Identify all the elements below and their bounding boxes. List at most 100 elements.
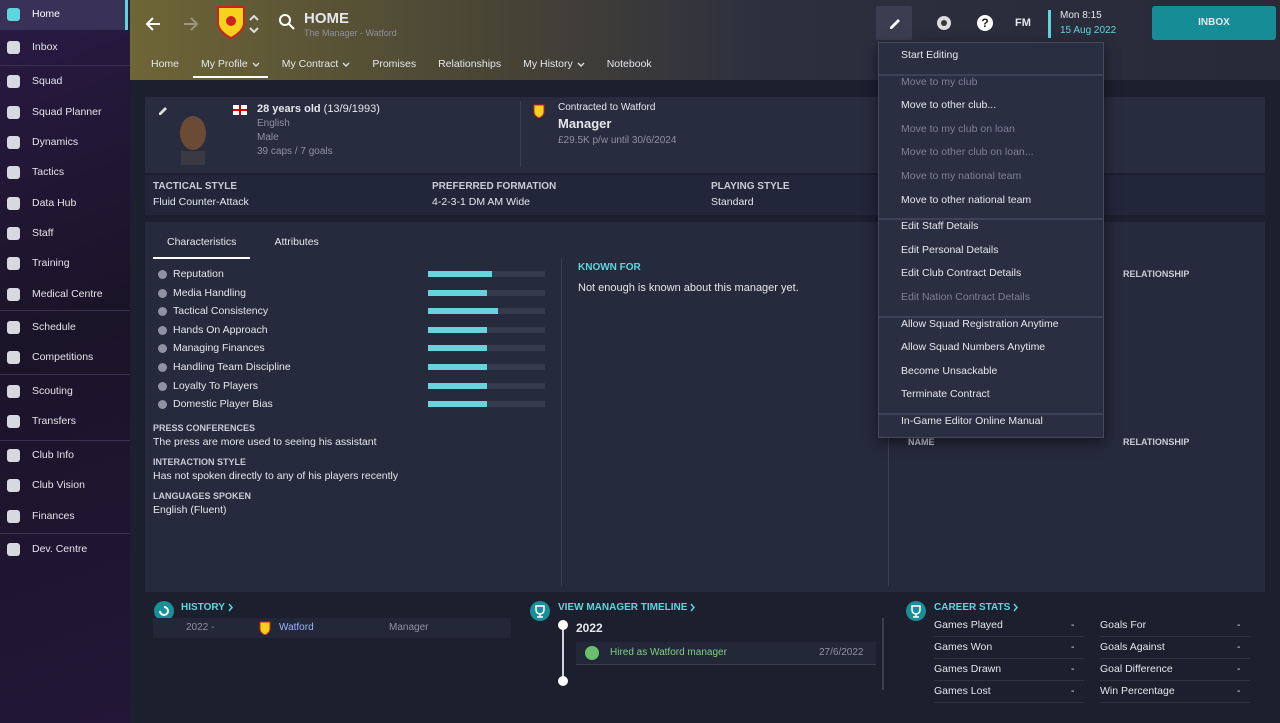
info-value: Has not spoken directly to any of his pl… <box>153 470 399 482</box>
menu-item[interactable]: Allow Squad Numbers Anytime <box>901 341 1046 354</box>
menu-item: Move to my club <box>901 75 978 88</box>
chevron <box>228 603 233 612</box>
nav-item[interactable]: Club Vision <box>32 479 85 491</box>
menu-item[interactable]: Edit Club Contract Details <box>901 267 1022 280</box>
column-header: NAME <box>908 437 935 447</box>
section-tab[interactable]: Characteristics <box>167 236 237 248</box>
nav-icon <box>7 288 20 301</box>
nav-item[interactable]: Dynamics <box>32 136 79 148</box>
stat-label: Games Lost <box>934 685 991 697</box>
nav-icon <box>7 385 20 398</box>
edit-icon[interactable] <box>157 103 169 115</box>
nav-item[interactable]: Competitions <box>32 351 94 363</box>
help-icon[interactable]: ? <box>976 14 994 32</box>
stat-label: Goal Difference <box>1100 663 1173 675</box>
club-switcher[interactable] <box>248 12 260 36</box>
history-title[interactable]: HISTORY <box>181 602 225 613</box>
history-club[interactable]: Watford <box>279 622 314 633</box>
nav-icon <box>7 510 20 523</box>
nav-item[interactable]: Medical Centre <box>32 288 103 300</box>
event-text: Hired as Watford manager <box>610 647 727 658</box>
stat-label: Goals Against <box>1100 641 1165 653</box>
info-label: PRESS CONFERENCES <box>153 423 256 433</box>
inbox-button[interactable]: INBOX <box>1152 6 1276 40</box>
nav-item[interactable]: Tactics <box>32 166 65 178</box>
staff-icon[interactable] <box>935 14 953 32</box>
tab-underline <box>193 76 268 78</box>
scrollbar <box>882 618 884 690</box>
nav-tab[interactable]: My History <box>523 58 573 70</box>
timeline-title[interactable]: VIEW MANAGER TIMELINE <box>558 602 688 613</box>
bar <box>428 345 487 352</box>
nav-item[interactable]: Home <box>32 8 61 20</box>
back-button[interactable] <box>144 14 164 34</box>
nav-item[interactable]: Staff <box>32 227 54 239</box>
menu-item[interactable]: Allow Squad Registration Anytime <box>901 317 1059 330</box>
nationality: English <box>257 118 290 129</box>
stats-title[interactable]: CAREER STATS <box>934 602 1011 613</box>
selected-highlight <box>0 0 125 30</box>
nav-icon <box>7 8 20 21</box>
menu-item[interactable]: Become Unsackable <box>901 364 998 377</box>
menu-item[interactable]: Move to other club... <box>901 99 997 112</box>
stat-divider <box>1100 680 1250 681</box>
menu-item[interactable]: Terminate Contract <box>901 388 990 401</box>
nav-item[interactable]: Scouting <box>32 385 73 397</box>
info-label: INTERACTION STYLE <box>153 457 247 467</box>
nav-item[interactable]: Schedule <box>32 321 76 333</box>
nav-item[interactable]: Data Hub <box>32 197 77 209</box>
nav-icon <box>7 227 20 240</box>
menu-item[interactable]: Start Editing <box>901 49 959 61</box>
nav-item[interactable]: Dev. Centre <box>32 543 88 555</box>
menu-item: Move to my club on loan <box>901 122 1015 135</box>
nav-tab[interactable]: Promises <box>372 58 417 70</box>
characteristic-label: Handling Team Discipline <box>173 361 291 373</box>
game-date[interactable]: 15 Aug 2022 <box>1060 25 1117 36</box>
nav-item[interactable]: Squad Planner <box>32 106 102 118</box>
column-header: RELATIONSHIP <box>1123 269 1190 279</box>
stats-icon <box>906 601 926 621</box>
nav-item[interactable]: Transfers <box>32 415 76 427</box>
section-tab[interactable]: Attributes <box>274 236 319 248</box>
bar-track <box>428 364 545 370</box>
edit-button[interactable] <box>876 6 912 40</box>
info-icon <box>158 325 167 335</box>
nav-tab[interactable]: Notebook <box>606 58 652 70</box>
column-header: RELATIONSHIP <box>1123 437 1190 447</box>
inbox-label[interactable]: INBOX <box>1198 17 1230 28</box>
nav-icon <box>7 136 20 149</box>
nav-item[interactable]: Inbox <box>32 41 58 53</box>
menu-item[interactable]: Edit Personal Details <box>901 243 999 256</box>
nav-tab[interactable]: My Contract <box>281 58 339 70</box>
nav-tab[interactable]: Relationships <box>438 58 502 70</box>
nav-item[interactable]: Finances <box>32 510 75 522</box>
stat-divider <box>1100 658 1250 659</box>
nav-tab[interactable]: My Profile <box>201 58 248 70</box>
fm-logo[interactable]: FM <box>1015 17 1031 29</box>
stat-value: - <box>1071 663 1075 675</box>
style-value: 4-2-3-1 DM AM Wide <box>432 196 531 208</box>
info-icon <box>158 288 167 298</box>
tab-underline <box>153 257 251 259</box>
nav-item[interactable]: Squad <box>32 75 63 87</box>
search-icon[interactable] <box>278 13 296 31</box>
characteristic-label: Loyalty To Players <box>173 379 259 392</box>
menu-item[interactable]: In-Game Editor Online Manual <box>901 415 1043 427</box>
nav-item[interactable]: Training <box>32 257 70 269</box>
bar <box>428 401 487 408</box>
forward-button[interactable] <box>180 14 200 34</box>
chevron <box>342 62 350 67</box>
separator <box>0 374 130 375</box>
menu-item: Edit Nation Contract Details <box>901 291 1030 303</box>
timeline-event: Hired as Watford manager 27/6/2022 <box>576 642 876 665</box>
nav-tab[interactable]: Home <box>151 58 180 70</box>
characteristic-label: Tactical Consistency <box>173 305 269 318</box>
history-icon <box>154 601 174 621</box>
menu-item[interactable]: Edit Staff Details <box>901 220 979 233</box>
nav-item[interactable]: Club Info <box>32 449 75 461</box>
club-crest-small <box>259 621 271 635</box>
bar-track <box>428 289 545 296</box>
menu-item[interactable]: Move to other national team <box>901 193 1032 206</box>
divider <box>561 258 562 586</box>
history-year: 2022 - <box>186 622 215 633</box>
